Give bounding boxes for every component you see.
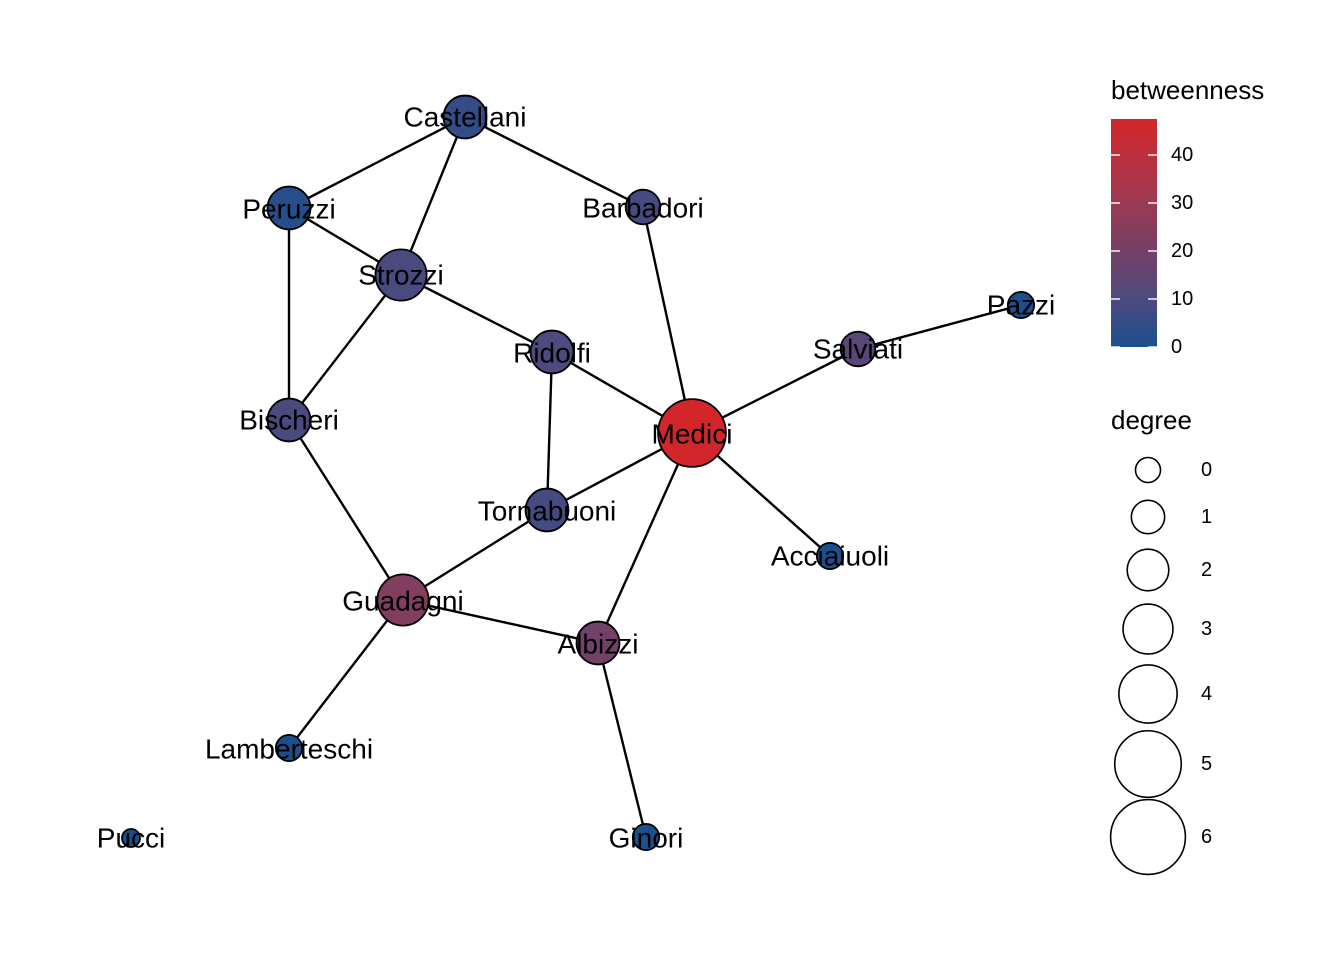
edges bbox=[287, 115, 1022, 838]
node-castellani bbox=[442, 94, 488, 140]
node-label-tornabuoni: Tornabuoni bbox=[478, 496, 617, 527]
node-labels: Castellani Peruzzi Barbadori Strozzi Pazzi Ri… bbox=[97, 102, 1055, 854]
betweenness-tick-label: 10 bbox=[1171, 288, 1193, 310]
degree-size-key bbox=[1109, 798, 1187, 876]
edge-bischeri-guadagni bbox=[287, 419, 405, 601]
node-label-ginori: Ginori bbox=[609, 823, 684, 854]
node-lamberteschi bbox=[274, 733, 304, 763]
node-ginori bbox=[631, 822, 661, 852]
edge-albizzi-ginori bbox=[596, 642, 648, 838]
node-label-castellani: Castellani bbox=[404, 102, 527, 133]
betweenness-tick-label: 40 bbox=[1171, 144, 1193, 166]
node-label-strozzi: Strozzi bbox=[358, 260, 444, 291]
node-tornabuoni bbox=[524, 487, 570, 533]
degree-size-key bbox=[1130, 499, 1166, 535]
betweenness-legend-title: betweenness bbox=[1111, 75, 1264, 105]
degree-tick-label: 4 bbox=[1201, 683, 1212, 705]
node-pazzi bbox=[1006, 290, 1036, 320]
edge-castellani-strozzi bbox=[399, 116, 467, 276]
degree-size-key bbox=[1126, 548, 1170, 592]
degree-tick-label: 6 bbox=[1201, 826, 1212, 848]
betweenness-tick-label: 0 bbox=[1171, 336, 1182, 358]
degree-size-key bbox=[1113, 729, 1183, 799]
degree-size-key bbox=[1118, 664, 1178, 724]
node-label-acciaiuoli: Acciaiuoli bbox=[771, 541, 889, 572]
edge-medici-albizzi bbox=[596, 432, 694, 644]
node-acciaiuoli bbox=[815, 541, 845, 571]
legend: betweenness 0 10 20 30 40 degree 0 1 2 3 4 5 6 bbox=[1109, 75, 1264, 876]
degree-tick-label: 5 bbox=[1201, 753, 1212, 775]
edge-strozzi-ridolfi bbox=[400, 273, 553, 354]
node-label-pucci: Pucci bbox=[97, 823, 165, 854]
node-strozzi bbox=[374, 248, 428, 302]
node-label-medici: Medici bbox=[652, 419, 733, 450]
edge-tornabuoni-guadagni bbox=[402, 508, 548, 602]
edge-castellani-peruzzi bbox=[288, 115, 466, 210]
betweenness-color-bar bbox=[1111, 119, 1157, 347]
node-guadagni bbox=[376, 573, 430, 627]
betweenness-tick-label: 20 bbox=[1171, 240, 1193, 262]
node-ridolfi bbox=[529, 329, 575, 375]
degree-tick-label: 0 bbox=[1201, 459, 1212, 481]
edge-barbadori-medici bbox=[641, 206, 694, 434]
node-label-albizzi: Albizzi bbox=[558, 629, 639, 660]
node-label-bischeri: Bischeri bbox=[239, 405, 339, 436]
node-label-ridolfi: Ridolfi bbox=[513, 338, 591, 369]
node-label-peruzzi: Peruzzi bbox=[242, 194, 335, 225]
node-label-guadagni: Guadagni bbox=[342, 586, 463, 617]
degree-tick-label: 3 bbox=[1201, 618, 1212, 640]
edge-ridolfi-tornabuoni bbox=[545, 351, 554, 511]
edge-salviati-pazzi bbox=[857, 303, 1022, 351]
edge-guadagni-lamberteschi bbox=[288, 599, 404, 749]
node-salviati bbox=[839, 330, 877, 368]
edge-guadagni-albizzi bbox=[402, 598, 599, 645]
node-label-salviati: Salviati bbox=[813, 334, 903, 365]
node-label-barbadori: Barbadori bbox=[582, 193, 703, 224]
node-barbadori bbox=[624, 188, 662, 226]
betweenness-tick-label: 30 bbox=[1171, 192, 1193, 214]
node-peruzzi bbox=[266, 185, 312, 231]
degree-size-key bbox=[1122, 603, 1174, 655]
degree-legend-title: degree bbox=[1111, 405, 1192, 435]
node-albizzi bbox=[575, 620, 621, 666]
node-medici bbox=[657, 398, 727, 468]
node-bischeri bbox=[266, 397, 312, 443]
degree-tick-label: 1 bbox=[1201, 506, 1212, 528]
nodes bbox=[121, 94, 1036, 852]
betweenness-ticks: 0 10 20 30 40 bbox=[1111, 144, 1193, 358]
degree-size-keys: 0 1 2 3 4 5 6 bbox=[1109, 456, 1212, 876]
edge-strozzi-bischeri bbox=[288, 274, 402, 421]
node-label-pazzi: Pazzi bbox=[987, 290, 1055, 321]
edge-castellani-barbadori bbox=[464, 115, 644, 209]
node-label-lamberteschi: Lamberteschi bbox=[205, 734, 373, 765]
degree-tick-label: 2 bbox=[1201, 559, 1212, 581]
degree-size-key bbox=[1134, 456, 1162, 484]
node-pucci bbox=[121, 828, 141, 848]
